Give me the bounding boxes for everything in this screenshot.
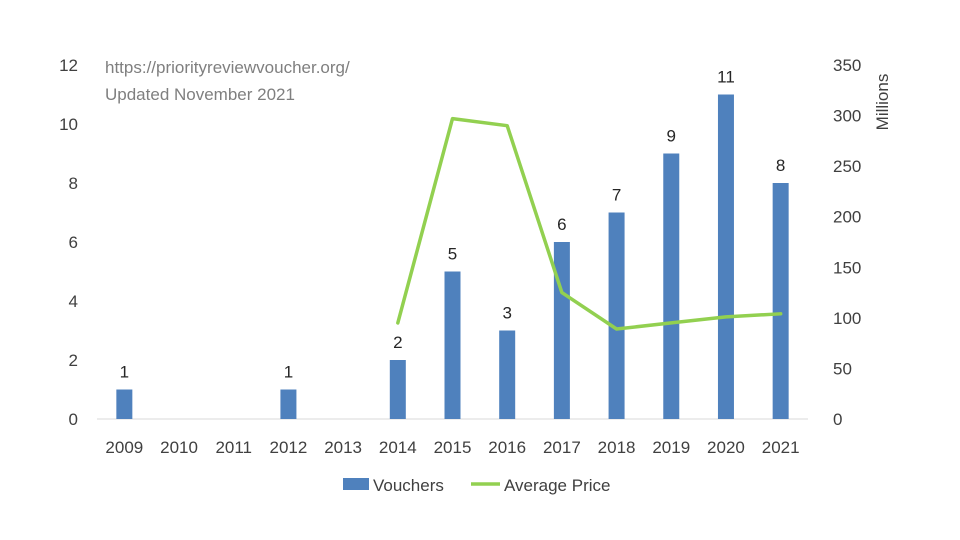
bar-data-label: 1: [284, 363, 293, 382]
bar-data-label: 2: [393, 333, 402, 352]
series-line-average-price: [396, 116, 783, 331]
x-tick-label: 2016: [488, 438, 526, 457]
left-y-tick-label: 6: [69, 233, 78, 252]
right-y-tick-label: 300: [833, 107, 861, 126]
legend-swatch-vouchers: [343, 478, 369, 490]
left-y-tick-label: 12: [59, 56, 78, 75]
left-y-tick-label: 4: [69, 292, 78, 311]
right-y-tick-label: 100: [833, 309, 861, 328]
x-tick-label: 2013: [324, 438, 362, 457]
bar-data-label: 3: [502, 304, 511, 323]
legend-label-vouchers: Vouchers: [373, 476, 444, 495]
left-y-tick-label: 0: [69, 410, 78, 429]
bar-vouchers: [280, 389, 297, 419]
x-tick-label: 2014: [379, 438, 417, 457]
x-tick-label: 2011: [215, 438, 252, 457]
bar-vouchers: [444, 271, 461, 419]
right-y-tick-label: 0: [833, 410, 842, 429]
bar-vouchers: [608, 212, 625, 419]
bar-data-label: 6: [557, 215, 566, 234]
left-y-tick-label: 8: [69, 174, 78, 193]
bar-vouchers: [663, 153, 680, 419]
right-y-tick-label: 200: [833, 208, 861, 227]
right-y-tick-label: 150: [833, 258, 861, 277]
bar-vouchers: [499, 330, 516, 419]
x-tick-label: 2012: [270, 438, 308, 457]
x-tick-label: 2010: [160, 438, 198, 457]
updated-note: Updated November 2021: [105, 85, 295, 104]
bar-data-label: 7: [612, 186, 621, 205]
bar-vouchers: [389, 360, 406, 419]
left-y-tick-label: 10: [59, 115, 78, 134]
x-tick-label: 2021: [762, 438, 800, 457]
bar-vouchers: [116, 389, 133, 419]
source-url: https://priorityreviewvoucher.org/: [105, 58, 350, 77]
x-tick-label: 2017: [543, 438, 581, 457]
bar-vouchers: [717, 94, 734, 419]
x-tick-label: 2015: [434, 438, 472, 457]
bar-vouchers: [772, 183, 789, 419]
left-y-tick-label: 2: [69, 351, 78, 370]
x-tick-label: 2020: [707, 438, 745, 457]
bar-data-label: 5: [448, 245, 457, 264]
bar-data-label: 8: [776, 156, 785, 175]
bar-data-label: 1: [120, 363, 129, 382]
x-tick-label: 2009: [105, 438, 143, 457]
bar-data-label: 11: [717, 68, 735, 87]
bar-vouchers: [553, 242, 570, 419]
legend-label-average-price: Average Price: [504, 476, 610, 495]
right-y-tick-label: 350: [833, 56, 861, 75]
x-tick-label: 2019: [652, 438, 690, 457]
right-y-tick-label: 50: [833, 359, 852, 378]
legend: Vouchers Average Price: [343, 476, 610, 495]
bar-data-label: 9: [667, 127, 676, 146]
right-axis-label: Millions: [873, 74, 892, 131]
x-tick-label: 2018: [598, 438, 636, 457]
right-y-tick-label: 250: [833, 157, 861, 176]
